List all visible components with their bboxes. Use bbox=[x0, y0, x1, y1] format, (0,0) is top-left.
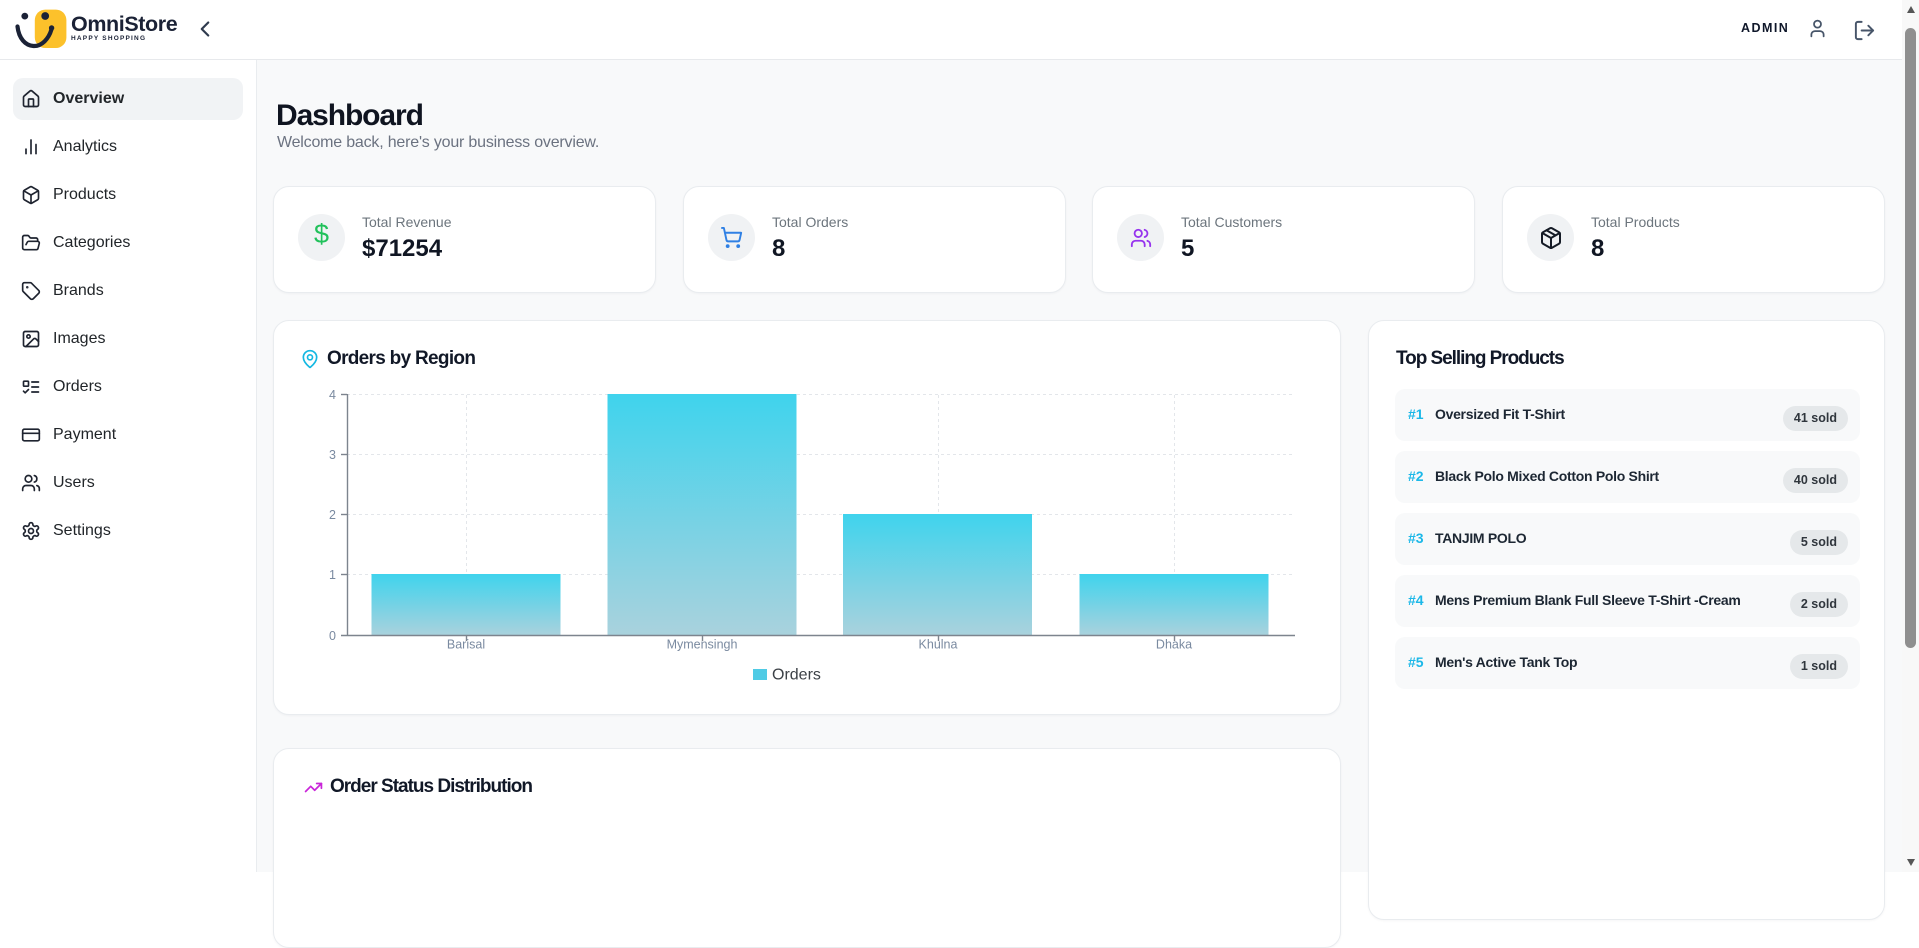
svg-text:Barisal: Barisal bbox=[447, 638, 485, 652]
svg-text:Dhaka: Dhaka bbox=[1156, 638, 1192, 652]
svg-text:4: 4 bbox=[329, 388, 336, 402]
svg-text:Khulna: Khulna bbox=[919, 638, 958, 652]
svg-text:0: 0 bbox=[329, 629, 336, 643]
svg-text:Orders: Orders bbox=[772, 667, 821, 684]
svg-text:3: 3 bbox=[329, 448, 336, 462]
svg-text:1: 1 bbox=[329, 568, 336, 582]
svg-text:2: 2 bbox=[329, 508, 336, 522]
svg-text:Mymensingh: Mymensingh bbox=[667, 638, 738, 652]
